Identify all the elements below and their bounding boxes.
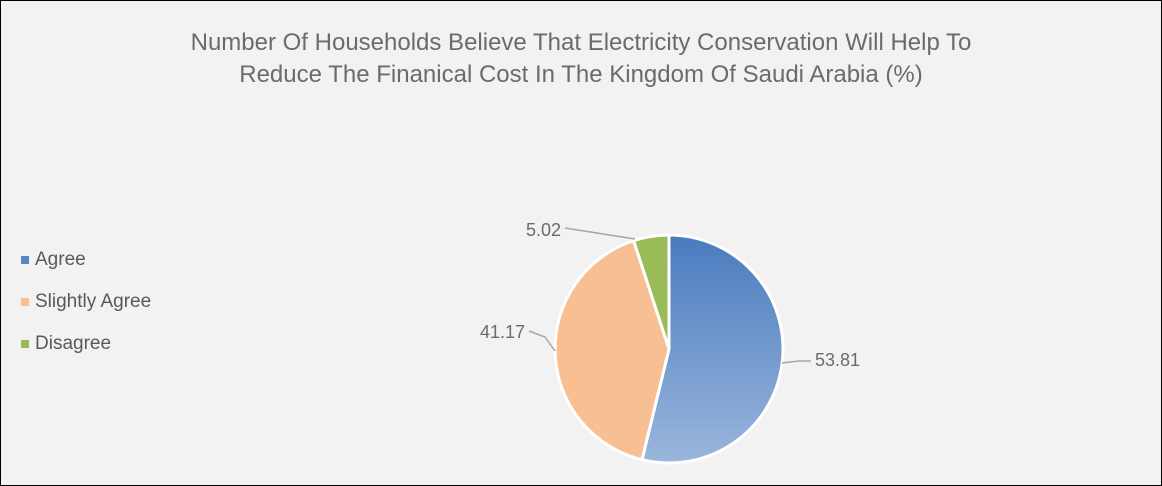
data-labels: 53.81 41.17 5.02	[480, 220, 860, 370]
leader-line-slightly-agree	[528, 330, 556, 352]
data-label-slightly-agree: 41.17	[480, 322, 525, 342]
legend-label-slightly-agree: Slightly Agree	[35, 291, 152, 312]
legend: Agree Slightly Agree Disagree	[21, 239, 151, 365]
chart-title: Number Of Households Believe That Electr…	[1, 27, 1161, 91]
pie-slices	[553, 233, 785, 465]
legend-label-agree: Agree	[35, 249, 86, 270]
legend-label-disagree: Disagree	[35, 333, 112, 354]
chart-title-line-2: Reduce The Finanical Cost In The Kingdom…	[239, 61, 923, 88]
leader-lines	[528, 227, 811, 364]
leader-line-agree	[781, 360, 811, 364]
legend-item-slightly-agree: Slightly Agree	[21, 281, 151, 323]
data-label-agree: 53.81	[815, 350, 860, 370]
data-label-disagree: 5.02	[526, 220, 561, 240]
leader-line-disagree	[564, 227, 636, 240]
legend-swatch-disagree	[21, 340, 29, 348]
legend-item-agree: Agree	[21, 239, 151, 281]
pie-slice-disagree	[631, 233, 671, 350]
legend-swatch-slightly-agree	[21, 298, 29, 306]
legend-item-disagree: Disagree	[21, 323, 151, 365]
legend-swatch-agree	[21, 256, 29, 264]
chart-title-line-1: Number Of Households Believe That Electr…	[190, 29, 972, 56]
pie-slice-slightly-agree	[553, 238, 671, 462]
